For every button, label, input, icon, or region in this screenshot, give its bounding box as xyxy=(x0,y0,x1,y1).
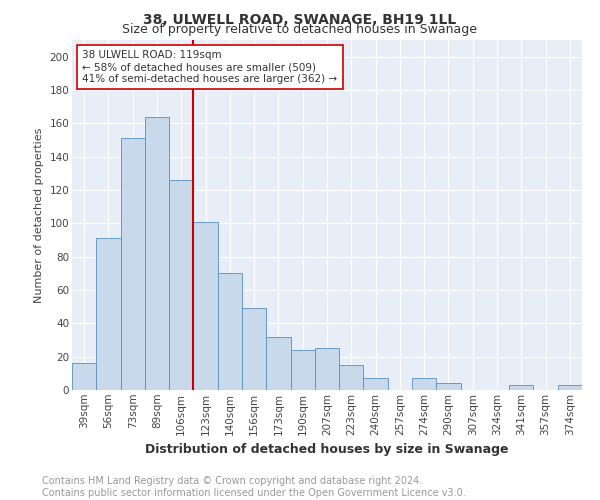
Y-axis label: Number of detached properties: Number of detached properties xyxy=(34,128,44,302)
Bar xyxy=(72,364,96,390)
Text: Contains HM Land Registry data © Crown copyright and database right 2024.
Contai: Contains HM Land Registry data © Crown c… xyxy=(42,476,466,498)
Text: Size of property relative to detached houses in Swanage: Size of property relative to detached ho… xyxy=(122,22,478,36)
Bar xyxy=(315,348,339,390)
Bar xyxy=(145,116,169,390)
Bar xyxy=(96,238,121,390)
Bar xyxy=(339,365,364,390)
Bar xyxy=(558,385,582,390)
Bar xyxy=(121,138,145,390)
Bar xyxy=(266,336,290,390)
X-axis label: Distribution of detached houses by size in Swanage: Distribution of detached houses by size … xyxy=(145,443,509,456)
Text: 38 ULWELL ROAD: 119sqm
← 58% of detached houses are smaller (509)
41% of semi-de: 38 ULWELL ROAD: 119sqm ← 58% of detached… xyxy=(82,50,337,84)
Bar xyxy=(509,385,533,390)
Text: 38, ULWELL ROAD, SWANAGE, BH19 1LL: 38, ULWELL ROAD, SWANAGE, BH19 1LL xyxy=(143,12,457,26)
Bar xyxy=(412,378,436,390)
Bar xyxy=(436,384,461,390)
Bar xyxy=(169,180,193,390)
Bar xyxy=(290,350,315,390)
Bar xyxy=(218,274,242,390)
Bar xyxy=(193,222,218,390)
Bar xyxy=(364,378,388,390)
Bar xyxy=(242,308,266,390)
